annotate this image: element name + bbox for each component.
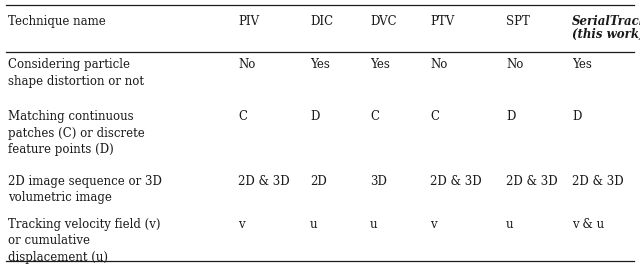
Text: u: u — [310, 218, 317, 231]
Text: 2D & 3D: 2D & 3D — [506, 175, 557, 188]
Text: SerialTrack: SerialTrack — [572, 15, 640, 28]
Text: Yes: Yes — [572, 58, 592, 71]
Text: No: No — [430, 58, 447, 71]
Text: 2D & 3D: 2D & 3D — [430, 175, 482, 188]
Text: Considering particle
shape distortion or not: Considering particle shape distortion or… — [8, 58, 144, 88]
Text: D: D — [506, 110, 515, 123]
Text: u: u — [370, 218, 378, 231]
Text: v: v — [430, 218, 436, 231]
Text: D: D — [572, 110, 581, 123]
Text: D: D — [310, 110, 319, 123]
Text: Matching continuous
patches (C) or discrete
feature points (D): Matching continuous patches (C) or discr… — [8, 110, 145, 156]
Text: u: u — [506, 218, 513, 231]
Text: C: C — [238, 110, 247, 123]
Text: Yes: Yes — [370, 58, 390, 71]
Text: 2D image sequence or 3D
volumetric image: 2D image sequence or 3D volumetric image — [8, 175, 162, 205]
Text: 3D: 3D — [370, 175, 387, 188]
Text: Tracking velocity field (v)
or cumulative
displacement (u): Tracking velocity field (v) or cumulativ… — [8, 218, 161, 264]
Text: Technique name: Technique name — [8, 15, 106, 28]
Text: DVC: DVC — [370, 15, 397, 28]
Text: v: v — [238, 218, 244, 231]
Text: No: No — [506, 58, 524, 71]
Text: SPT: SPT — [506, 15, 530, 28]
Text: 2D: 2D — [310, 175, 327, 188]
Text: 2D & 3D: 2D & 3D — [572, 175, 623, 188]
Text: v & u: v & u — [572, 218, 604, 231]
Text: Yes: Yes — [310, 58, 330, 71]
Text: No: No — [238, 58, 255, 71]
Text: C: C — [430, 110, 439, 123]
Text: (this work): (this work) — [572, 28, 640, 41]
Text: PTV: PTV — [430, 15, 454, 28]
Text: PIV: PIV — [238, 15, 259, 28]
Text: C: C — [370, 110, 379, 123]
Text: 2D & 3D: 2D & 3D — [238, 175, 290, 188]
Text: DIC: DIC — [310, 15, 333, 28]
